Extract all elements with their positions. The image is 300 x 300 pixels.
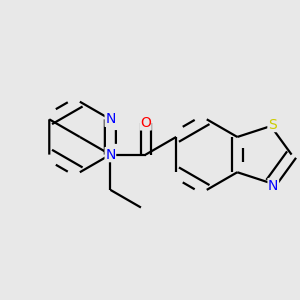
Text: S: S xyxy=(268,118,277,131)
Text: N: N xyxy=(105,112,116,126)
Text: O: O xyxy=(140,116,151,130)
Text: N: N xyxy=(268,178,278,193)
Text: N: N xyxy=(105,148,116,162)
